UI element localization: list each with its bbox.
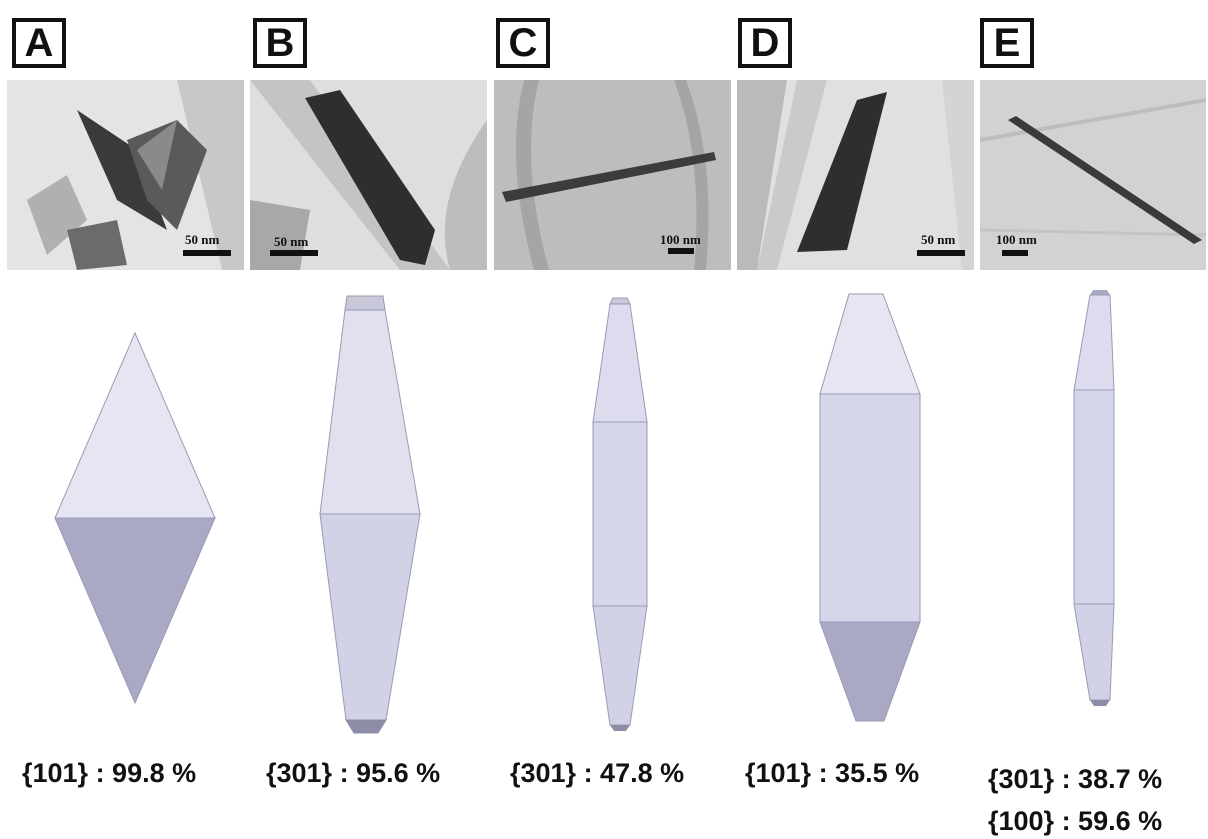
panel-label-a: A [12,18,66,68]
facet-label-d: {101} : 35.5 % [745,758,920,788]
tem-image-d: 50 nm [737,80,974,270]
tem-image-c: 100 nm [494,80,731,270]
scale-label-a: 50 nm [185,232,220,247]
tem-image-b: 50 nm [250,80,487,270]
panel-label-d: D [738,18,792,68]
scale-label-b: 50 nm [274,234,309,249]
scale-bar-a [183,250,231,256]
tem-micrograph-e [980,80,1206,270]
facet-label-b: {301} : 95.6 % [266,758,441,788]
scale-bar-b [270,250,318,256]
crystal-model-a [54,331,216,705]
tem-image-a: 50 nm [7,80,244,270]
panel-label-c: C [496,18,550,68]
facet-label-e1: {301} : 38.7 % [988,764,1163,794]
scale-label-c: 100 nm [660,232,701,247]
crystal-model-e [1073,290,1115,706]
facet-label-a: {101} : 99.8 % [22,758,197,788]
scale-bar-c [668,248,694,254]
scale-bar-e [1002,250,1028,256]
facet-label-e2: {100} : 59.6 % [988,806,1163,836]
facet-label-c: {301} : 47.8 % [510,758,685,788]
tem-micrograph-b [250,80,487,270]
tem-micrograph-a [7,80,244,270]
tem-micrograph-d [737,80,974,270]
scale-label-d: 50 nm [921,232,956,247]
panel-label-e: E [980,18,1034,68]
tem-image-e: 100 nm [980,80,1206,270]
crystal-model-b [319,295,421,734]
crystal-models [54,290,1115,734]
tem-micrograph-c [494,80,731,270]
crystal-model-c [592,297,648,731]
scale-bar-d [917,250,965,256]
crystal-model-d [819,293,921,722]
scale-label-e: 100 nm [996,232,1037,247]
panel-label-b: B [253,18,307,68]
